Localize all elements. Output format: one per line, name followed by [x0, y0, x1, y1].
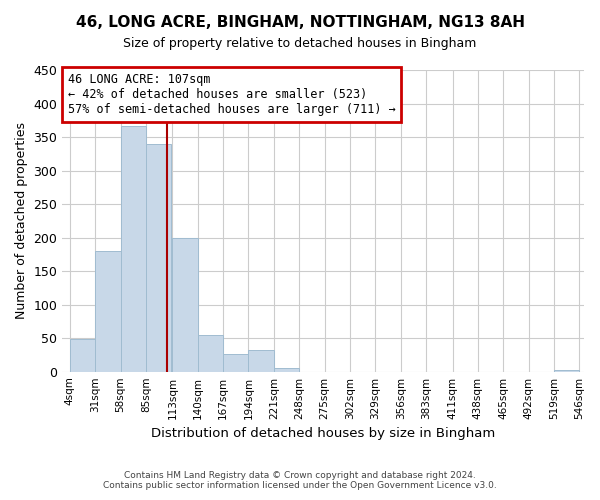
Bar [198, 335, 223, 372]
Bar [95, 251, 121, 372]
Bar [146, 144, 172, 372]
Text: 46, LONG ACRE, BINGHAM, NOTTINGHAM, NG13 8AH: 46, LONG ACRE, BINGHAM, NOTTINGHAM, NG13… [76, 15, 524, 30]
Bar [121, 126, 146, 372]
Y-axis label: Number of detached properties: Number of detached properties [15, 122, 28, 320]
Bar [70, 339, 95, 372]
X-axis label: Distribution of detached houses by size in Bingham: Distribution of detached houses by size … [151, 427, 496, 440]
Bar [172, 238, 198, 372]
Text: Size of property relative to detached houses in Bingham: Size of property relative to detached ho… [124, 38, 476, 51]
Text: 46 LONG ACRE: 107sqm
← 42% of detached houses are smaller (523)
57% of semi-deta: 46 LONG ACRE: 107sqm ← 42% of detached h… [68, 73, 395, 116]
Bar [274, 368, 299, 372]
Text: Contains HM Land Registry data © Crown copyright and database right 2024.
Contai: Contains HM Land Registry data © Crown c… [103, 470, 497, 490]
Bar [554, 370, 580, 372]
Bar [223, 354, 248, 372]
Bar [248, 350, 274, 372]
